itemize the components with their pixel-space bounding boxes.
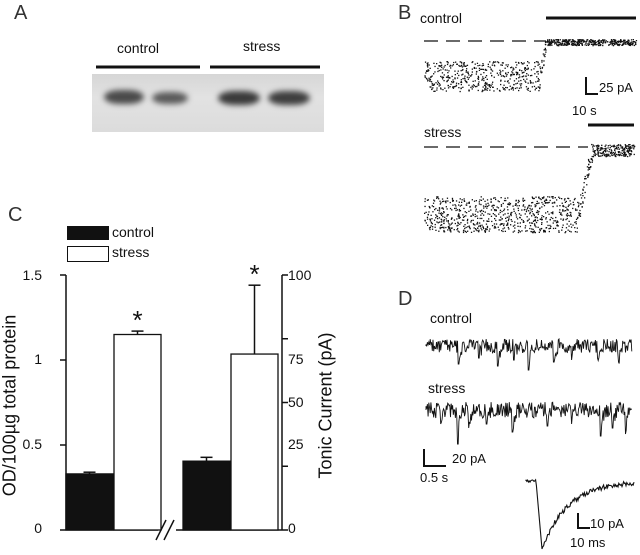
y-tick-right: 25 [288,436,304,452]
inset-trace-d [525,478,635,550]
significance-marker: * [132,305,142,335]
trace-label-d-stress: stress [428,380,466,396]
scale-bar-d-current-label: 20 pA [452,451,486,466]
blot-band [268,91,310,105]
scale-bar-b [585,77,598,95]
trace-b-stress [424,143,636,234]
blot-band [104,90,144,104]
blot-band [218,91,260,105]
panel-label-d: D [398,288,413,310]
legend-swatch-control [67,226,109,240]
y-tick-right: 75 [288,351,304,367]
bar-control-current [182,460,231,531]
inset-scale-bar [577,513,590,529]
trace-d-stress [425,401,633,445]
bar-control-protein [65,473,114,531]
panel-label-b: B [398,2,412,24]
blot-lane-label-control: control [117,40,160,56]
axis-break-mark [163,519,175,541]
trace-label-b-stress: stress [424,124,462,140]
bars-group: ** [65,259,279,531]
y-tick-right: 100 [288,267,312,283]
bar-stress-protein [113,333,162,531]
scale-bar-d [423,449,446,467]
blot-lane-label-stress: stress [243,38,281,54]
trace-label-d-control: control [430,310,473,326]
y-tick-right: 50 [288,394,304,410]
legend-label-stress: stress [112,244,150,260]
panel-label-a: A [14,2,28,24]
scale-bar-b-time-label: 10 s [572,103,597,118]
panel-label-c: C [8,204,23,226]
legend-swatch-stress [67,246,109,262]
y-tick-right: 0 [288,520,296,536]
y-tick-left: 1.5 [22,267,42,283]
y-tick-left: 0 [34,520,42,536]
scale-bar-b-current-label: 25 pA [599,80,633,95]
inset-scale-current-label: 10 pA [590,516,624,531]
inset-scale-time-label: 10 ms [570,535,606,550]
scale-bar-d-time-label: 0.5 s [420,470,449,485]
bar-stress-current [230,353,279,531]
y-tick-left: 0.5 [22,436,42,452]
significance-marker: * [249,259,259,289]
trace-label-b-control: control [420,10,463,26]
y-tick-left: 1 [34,351,42,367]
western-blot-image [92,74,324,132]
legend-label-control: control [112,224,155,240]
trace-b-control [424,39,638,93]
trace-d-control [425,337,633,371]
blot-band [152,92,188,104]
